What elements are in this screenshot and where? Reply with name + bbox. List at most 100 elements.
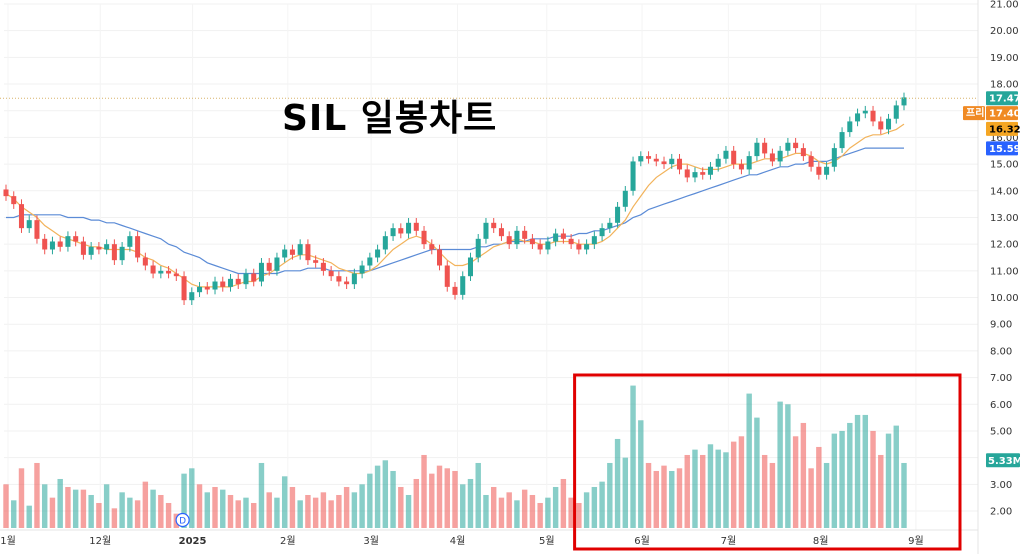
candle-body	[49, 241, 55, 250]
candle-body	[336, 276, 342, 282]
volume-bar	[676, 468, 683, 528]
candle-body	[390, 228, 396, 237]
candle-body	[328, 270, 334, 277]
volume-bar	[80, 489, 87, 528]
volume-bar	[808, 468, 814, 528]
volume-bar	[367, 473, 373, 528]
candle-body	[96, 246, 102, 250]
candle-body	[243, 273, 249, 285]
volume-bar	[374, 465, 381, 528]
candle-body	[498, 228, 504, 237]
y-tick-label: 6.00	[990, 400, 1012, 411]
candle-body	[599, 228, 605, 237]
candle-body	[676, 158, 683, 170]
axis-value-badges: 17.47 프리 17.40 16.32 15.59 5.33M	[963, 91, 1023, 468]
volume-bar	[769, 462, 776, 528]
candle-body	[104, 244, 110, 250]
candle-body	[715, 158, 721, 167]
candle-body	[227, 278, 234, 287]
volume-bar	[661, 465, 667, 528]
candle-body	[460, 276, 466, 295]
volume-bar	[599, 481, 605, 528]
y-tick-label: 15.00	[990, 160, 1019, 171]
x-tick-label: 2025	[179, 536, 207, 547]
volume-bar	[839, 430, 845, 528]
candle-body	[800, 148, 806, 157]
x-tick-label: 5월	[539, 535, 555, 547]
candle-body	[769, 153, 775, 162]
candle-body	[522, 230, 528, 239]
candle-body	[622, 190, 628, 207]
y-tick-label: 19.00	[990, 53, 1019, 64]
candle-body	[483, 222, 489, 239]
candle-body	[251, 273, 257, 282]
volume-bar	[421, 454, 427, 528]
volume-bar	[560, 478, 567, 528]
volume-bar	[521, 489, 528, 528]
candle-body	[297, 244, 303, 255]
candle-body	[684, 169, 690, 178]
candle-body	[204, 286, 210, 290]
candle-body	[700, 172, 706, 175]
volume-bar	[452, 470, 458, 528]
volume-bar	[189, 468, 195, 528]
candle-body	[166, 270, 172, 274]
volume-bar	[707, 444, 714, 528]
candle-body	[901, 97, 907, 106]
volume-bar	[901, 462, 907, 528]
candle-body	[870, 110, 876, 122]
x-tick-label: 4월	[450, 535, 466, 547]
prev-close-label: 프리	[966, 106, 984, 119]
volume-bar	[103, 484, 110, 528]
candle-body	[127, 236, 133, 247]
candle-body	[607, 222, 613, 229]
time-axis: 1월 12월 2025 2월 3월 4월 5월 6월 7월 8월 9월	[0, 535, 923, 547]
dividend-marker-label: D	[179, 517, 186, 527]
chart-title: SIL 일봉차트	[282, 98, 498, 139]
candle-body	[615, 206, 621, 223]
volume-bar	[111, 508, 118, 528]
volume-bar	[746, 393, 752, 528]
candle-body	[3, 189, 9, 197]
volume-bar	[312, 497, 319, 528]
ma-long-line	[6, 147, 904, 275]
volume-bar	[359, 484, 365, 528]
volume-bar	[134, 500, 141, 528]
candle-body	[398, 228, 404, 234]
volume-bar	[653, 470, 659, 528]
x-tick-label: 3월	[363, 535, 379, 547]
candle-body	[467, 257, 473, 277]
volume-bar	[289, 486, 296, 528]
candle-body	[11, 196, 17, 205]
volume-bar	[429, 473, 435, 528]
candle-body	[847, 121, 853, 133]
candle-body	[429, 244, 435, 250]
prev-close-label-bg	[963, 106, 985, 121]
candle-body	[692, 172, 698, 178]
volume-bar	[127, 497, 133, 528]
volume-bar	[119, 492, 125, 528]
x-tick-label: 6월	[634, 535, 650, 547]
current-price-badge-bg	[986, 91, 1018, 106]
volume-bar	[483, 494, 489, 528]
volume-bar	[738, 436, 745, 528]
x-tick-label: 1월	[0, 535, 16, 547]
volume-bar	[591, 486, 598, 528]
volume-bar	[607, 462, 613, 528]
candle-body	[320, 262, 326, 271]
candle-body	[42, 238, 48, 250]
candle-body	[212, 281, 218, 290]
volume-bar	[622, 457, 629, 528]
candle-body	[568, 238, 574, 245]
y-tick-label: 8.00	[990, 346, 1012, 357]
volume-bar	[785, 404, 791, 528]
volume-bar	[568, 497, 574, 528]
candle-body	[762, 142, 768, 154]
volume-bar	[816, 446, 822, 528]
volume-bar	[490, 486, 497, 528]
volume-bar	[552, 486, 559, 528]
volume-bar	[41, 484, 48, 528]
candle-body	[181, 276, 187, 301]
volume-bar	[351, 492, 358, 528]
